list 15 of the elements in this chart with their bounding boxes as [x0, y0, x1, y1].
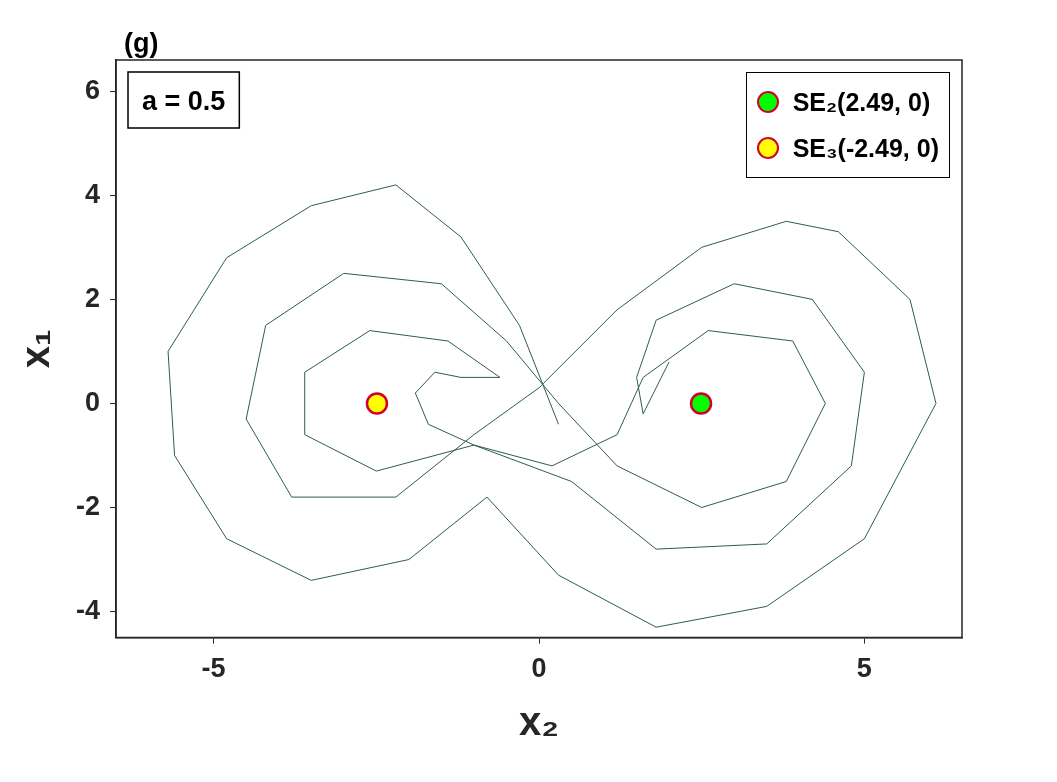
x-tick-label: -5	[201, 653, 226, 684]
y-tick-label: 4	[84, 178, 101, 209]
y-tick-label: 6	[84, 74, 101, 105]
y-axis-title: x₁	[13, 329, 58, 369]
y-tick-label: -4	[75, 595, 101, 626]
x-axis-title: x₂	[518, 699, 560, 744]
y-tick-label: -2	[75, 490, 101, 521]
legend-label: SE₃(-2.49, 0)	[792, 133, 939, 163]
y-tick-label: 0	[84, 386, 101, 417]
x-tick-label: 5	[856, 653, 872, 684]
x-tick-label: 0	[531, 653, 547, 684]
text: (g)	[124, 28, 159, 58]
legend-label: SE₂(2.49, 0)	[792, 87, 931, 117]
annotation: a = 0.5	[142, 86, 226, 116]
y-tick-label: 2	[84, 282, 101, 313]
